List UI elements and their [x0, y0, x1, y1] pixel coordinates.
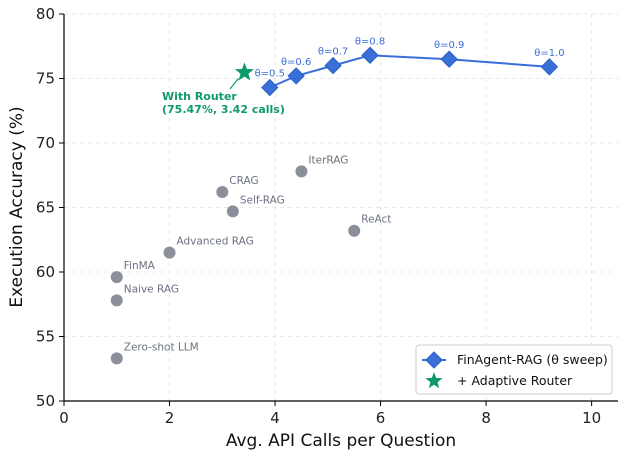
router-series: [234, 62, 254, 81]
baseline-label: Naive RAG: [124, 283, 179, 295]
sweep-point: [361, 46, 379, 64]
legend-sweep-label: FinAgent-RAG (θ sweep): [457, 352, 608, 367]
baseline-point: [216, 186, 229, 199]
x-tick-label: 2: [165, 409, 175, 427]
baseline-point: [295, 165, 308, 178]
baseline-point: [226, 205, 239, 218]
annotation-arrow: [229, 78, 239, 90]
sweep-series: θ=0.5θ=0.6 θ=0.7 θ=0.8 θ=0.9 θ=1.0: [255, 36, 565, 97]
baseline-label: IterRAG: [308, 154, 348, 166]
y-axis-label: Execution Accuracy (%): [7, 106, 27, 307]
y-tick-label: 80: [36, 5, 55, 23]
router-point: [234, 62, 254, 81]
y-tick-label: 75: [36, 70, 55, 88]
baselines: Zero-shot LLM Naive RAG FinMA Advanced RAG C…: [110, 154, 391, 365]
sweep-point-label: θ=1.0: [534, 48, 564, 59]
baseline-point: [163, 246, 176, 259]
sweep-point-label: θ=0.5: [255, 69, 285, 80]
y-tick-label: 70: [36, 134, 55, 152]
x-tick-label: 0: [59, 409, 69, 427]
y-tick-label: 65: [36, 199, 55, 217]
legend-router-label: + Adaptive Router: [457, 373, 573, 388]
sweep-point: [540, 58, 559, 76]
sweep-point-label: θ=0.7: [318, 47, 348, 58]
baseline-label: Self-RAG: [240, 194, 285, 206]
x-tick-label: 8: [481, 409, 491, 427]
x-tick-label: 6: [376, 409, 386, 427]
baseline-point: [110, 294, 123, 307]
router-annotation: With Router (75.47%, 3.42 calls): [162, 78, 285, 116]
y-tick-label: 50: [36, 392, 55, 410]
sweep-line: [269, 54, 550, 89]
sweep-point: [324, 56, 342, 75]
x-axis-label: Avg. API Calls per Question: [226, 431, 456, 451]
sweep-point-label: θ=0.8: [355, 36, 385, 47]
x-tick-label: 10: [582, 409, 601, 427]
legend-sweep-marker: [425, 351, 443, 369]
baseline-label: Zero-shot LLM: [124, 341, 199, 353]
baseline-point: [110, 271, 123, 284]
annotation-line2: (75.47%, 3.42 calls): [162, 103, 285, 116]
baseline-point: [348, 224, 361, 237]
legend-router-marker: [425, 372, 443, 389]
sweep-point-label: θ=0.6: [281, 57, 311, 68]
sweep-point-label: θ=0.9: [434, 40, 464, 51]
legend-box: [415, 344, 613, 395]
baseline-point: [110, 352, 123, 365]
sweep-point: [287, 67, 305, 85]
sweep-point: [261, 78, 279, 97]
baseline-label: FinMA: [124, 260, 156, 272]
baseline-label: ReAct: [361, 214, 391, 226]
y-tick-label: 55: [36, 328, 55, 346]
legend: FinAgent-RAG (θ sweep) + Adaptive Router: [415, 344, 613, 395]
baseline-label: CRAG: [229, 175, 258, 187]
y-tick-label: 60: [36, 263, 55, 281]
annotation-line1: With Router: [162, 90, 237, 103]
x-tick-label: 4: [270, 409, 280, 427]
ticks: 0 2 4 6 8 10 50 55 60 65 70 75 80: [36, 5, 601, 427]
sweep-point: [440, 50, 458, 68]
baseline-label: Advanced RAG: [177, 236, 254, 248]
